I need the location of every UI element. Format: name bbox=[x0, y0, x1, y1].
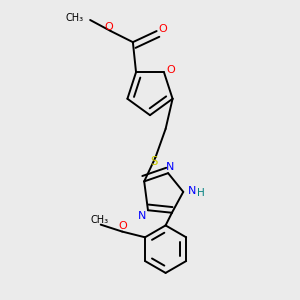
Text: O: O bbox=[167, 65, 175, 75]
Text: O: O bbox=[105, 22, 113, 32]
Text: S: S bbox=[150, 154, 158, 168]
Text: H: H bbox=[197, 188, 205, 199]
Text: N: N bbox=[188, 186, 196, 196]
Text: CH₃: CH₃ bbox=[90, 214, 108, 225]
Text: CH₃: CH₃ bbox=[65, 14, 83, 23]
Text: N: N bbox=[138, 211, 146, 221]
Text: O: O bbox=[158, 25, 167, 34]
Text: O: O bbox=[118, 221, 127, 231]
Text: N: N bbox=[166, 163, 174, 172]
